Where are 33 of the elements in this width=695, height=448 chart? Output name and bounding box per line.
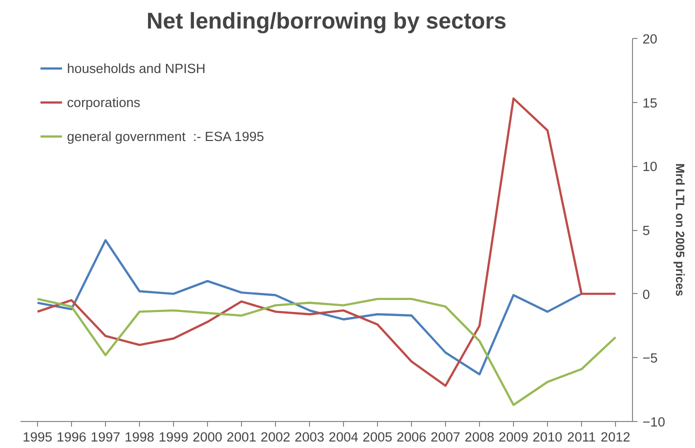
y-tick-label: 0	[642, 286, 650, 302]
line-series	[36, 97, 617, 387]
x-tick-label: 1997	[90, 430, 120, 444]
line-series	[36, 239, 583, 376]
x-tick-label: 2009	[498, 430, 528, 444]
x-tick-label: 2001	[226, 430, 256, 444]
y-axis-title: Mrd LTL on 2005 prices	[673, 163, 688, 297]
y-tick-label: 10	[642, 159, 658, 174]
x-tick-label: 2004	[328, 430, 359, 444]
x-tick-label: 2008	[464, 430, 494, 444]
y-tick-label: 15	[642, 95, 658, 110]
x-tick-label: 2006	[396, 430, 426, 444]
x-tick-label: 2002	[260, 430, 290, 444]
x-tick-label: 2005	[362, 430, 392, 444]
y-tick-label: 5	[642, 223, 650, 238]
y-tick-label: 20	[642, 32, 658, 46]
y-tick-label: −10	[642, 414, 666, 430]
x-tick-label: 2012	[600, 430, 630, 444]
x-tick-label: 2010	[532, 430, 562, 444]
y-tick-label: −5	[642, 350, 658, 366]
x-tick-label: 2011	[567, 430, 596, 444]
line-series	[36, 298, 617, 406]
x-tick-label: 2007	[430, 430, 460, 444]
legend-label: households and NPISH	[67, 60, 206, 76]
chart-title: Net lending/borrowing by sectors	[146, 8, 507, 34]
x-tick-label: 2003	[294, 430, 324, 444]
legend-label: corporations	[67, 94, 140, 110]
x-tick-label: 1998	[124, 430, 154, 444]
legend-label: general government :- ESA 1995	[67, 128, 264, 144]
x-tick-label: 1996	[56, 430, 86, 444]
x-tick-label: 2000	[192, 430, 222, 444]
x-tick-label: 1999	[158, 430, 188, 444]
x-tick-label: 1995	[22, 430, 52, 444]
